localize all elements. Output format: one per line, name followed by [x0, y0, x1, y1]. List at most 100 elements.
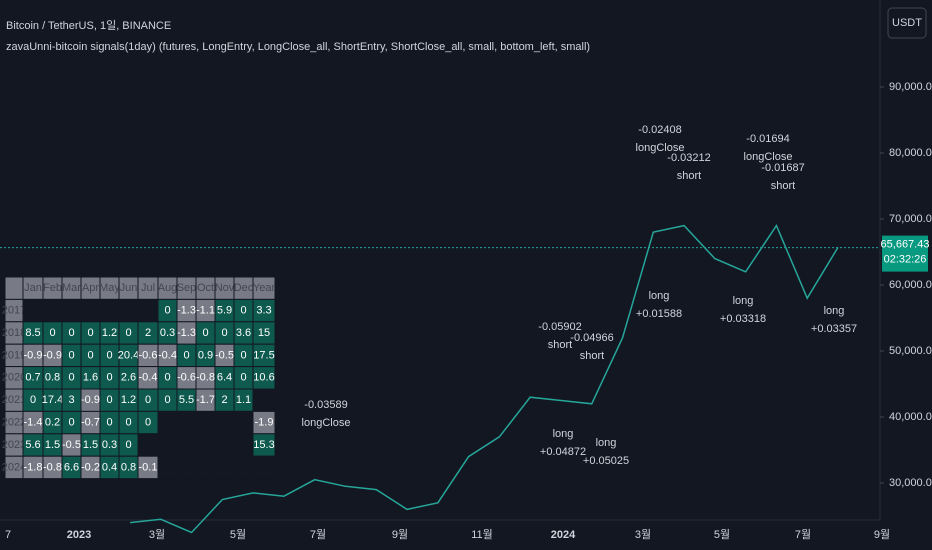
signal-label: -0.03589	[304, 399, 347, 411]
table-cell-text: 0	[30, 394, 36, 406]
table-cell-text: -0.4	[139, 372, 158, 384]
table-cell-text: 0	[164, 394, 170, 406]
table-cell-text: 0.3	[102, 439, 117, 451]
table-cell-text: 5.5	[179, 394, 194, 406]
signal-label: -0.04966	[570, 332, 613, 344]
table-cell-text: -1.7	[196, 394, 215, 406]
table-header-text: May	[99, 282, 120, 294]
table-cell-text: -1.9	[255, 417, 274, 429]
table-cell-text: 1.2	[102, 327, 117, 339]
signal-label: longClose	[636, 142, 685, 154]
table-cell-text: 0	[68, 372, 74, 384]
table-cell-text: -0.6	[139, 349, 158, 361]
table-cell	[99, 298, 120, 323]
table-cell-text: -0.8	[43, 461, 62, 473]
current-price-label: 65,667.43	[881, 239, 930, 251]
table-cell	[176, 433, 197, 457]
time-label: 7	[5, 529, 11, 541]
table-header-text: Jun	[120, 282, 138, 294]
time-label: 5월	[714, 528, 730, 541]
table-cell	[137, 298, 159, 323]
table-cell-text: 1.6	[83, 372, 98, 384]
table-cell	[157, 455, 178, 480]
table-cell-text: 1.5	[45, 439, 60, 451]
table-cell-text: -0.9	[81, 394, 100, 406]
signal-label: +0.03357	[811, 323, 857, 335]
signal-label: -0.05902	[538, 321, 581, 333]
table-cell	[252, 388, 276, 412]
signal-label: +0.03318	[720, 313, 766, 325]
table-cell-text: 0	[240, 372, 246, 384]
table-cell-text: 3.3	[256, 305, 271, 317]
table-cell	[195, 455, 216, 480]
table-cell-text: 0	[221, 327, 227, 339]
table-cell-text: 0.9	[198, 349, 213, 361]
signal-label: long	[649, 290, 670, 302]
price-tick-label: 60,000.00	[889, 279, 932, 291]
table-cell	[157, 433, 178, 457]
table-header-cell	[4, 276, 24, 300]
table-cell	[233, 455, 254, 480]
table-cell	[61, 298, 82, 323]
table-header-text: Jan	[24, 282, 42, 294]
table-header-text: Jul	[141, 282, 155, 294]
table-cell-text: -0.2	[81, 461, 100, 473]
table-cell-text: 0	[106, 372, 112, 384]
table-cell-text: -0.5	[215, 349, 234, 361]
table-cell-text: 5.9	[217, 305, 232, 317]
table-header-text: Apr	[82, 282, 99, 294]
table-cell-text: 1.5	[83, 439, 98, 451]
table-cell-text: 1.2	[121, 394, 136, 406]
table-cell-text: 0.8	[45, 372, 60, 384]
table-cell-text: -0.7	[81, 417, 100, 429]
table-header-text: Mar	[62, 282, 81, 294]
currency-button[interactable]	[887, 7, 927, 39]
table-cell	[157, 410, 178, 435]
signal-label: short	[580, 350, 604, 362]
table-cell-text: 3	[68, 394, 74, 406]
table-cell-text: 0	[68, 349, 74, 361]
time-label: 9월	[874, 528, 890, 541]
table-cell-text: 2019	[2, 349, 26, 361]
table-cell	[195, 433, 216, 457]
signal-label: +0.01588	[636, 308, 682, 320]
table-header-text: Feb	[43, 282, 62, 294]
table-cell-text: -1.1	[196, 305, 215, 317]
table-cell-text: 0	[240, 349, 246, 361]
table-cell-text: 0	[164, 372, 170, 384]
table-cell-text: -1.3	[177, 327, 196, 339]
table-cell-text: 0.8	[121, 461, 136, 473]
table-cell-text: 0	[68, 327, 74, 339]
countdown-label: 02:32:26	[884, 254, 927, 266]
price-tick-label: 30,000.00	[889, 477, 932, 489]
table-cell-text: 0	[49, 327, 55, 339]
table-cell-text: 2021	[2, 394, 26, 406]
table-cell-text: 0	[68, 417, 74, 429]
table-cell-text: 6.4	[217, 372, 232, 384]
table-cell	[176, 455, 197, 480]
table-cell	[233, 433, 254, 457]
signal-label: -0.02408	[638, 124, 681, 136]
table-cell-text: 2018	[2, 327, 26, 339]
table-cell-text: -0.1	[139, 461, 158, 473]
time-label: 7월	[310, 528, 326, 541]
table-cell-text: -0.9	[43, 349, 62, 361]
table-cell-text: 10.6	[253, 372, 274, 384]
table-cell-text: 2	[145, 327, 151, 339]
table-cell-text: -0.9	[24, 349, 43, 361]
time-label: 2024	[551, 529, 576, 541]
table-cell-text: 0	[87, 349, 93, 361]
table-cell-text: 0.3	[160, 327, 175, 339]
table-cell	[214, 433, 235, 457]
table-cell-text: 0	[240, 305, 246, 317]
table-cell-text: 1.1	[236, 394, 251, 406]
table-cell-text: 2017	[2, 305, 26, 317]
table-cell-text: 0	[202, 327, 208, 339]
table-cell-text: 0	[106, 394, 112, 406]
currency-label[interactable]: USDT	[892, 17, 922, 29]
table-cell-text: 2	[221, 394, 227, 406]
table-header-text: Aug	[158, 282, 178, 294]
table-cell-text: -1.3	[177, 305, 196, 317]
signal-label: long	[596, 437, 617, 449]
